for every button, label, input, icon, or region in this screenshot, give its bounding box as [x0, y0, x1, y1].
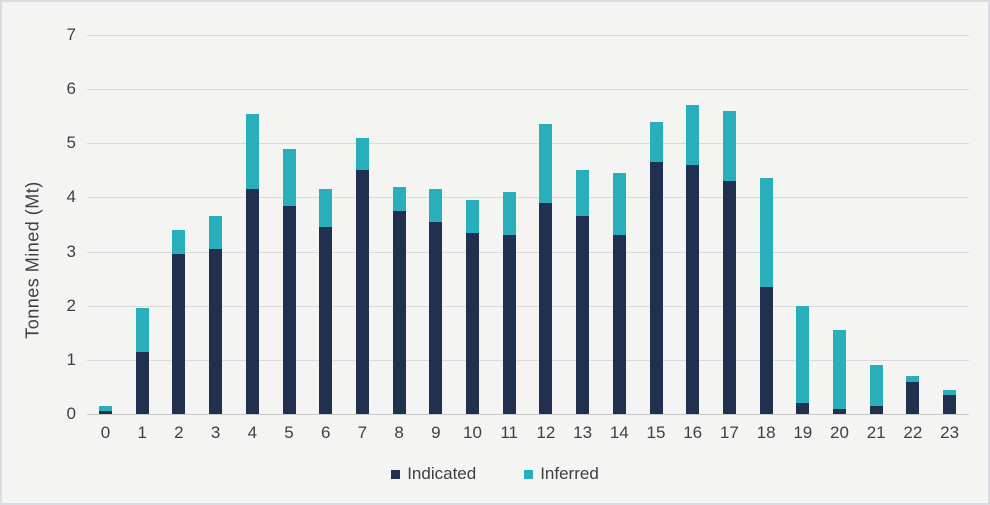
legend-label-indicated: Indicated — [407, 464, 477, 483]
gridline-5 — [87, 143, 969, 145]
bar-14-indicated — [612, 235, 626, 414]
y-tick-label-0: 0 — [66, 404, 76, 423]
x-tick-label-14: 14 — [609, 423, 629, 442]
gridline-0 — [87, 414, 969, 415]
y-tick-label-6: 6 — [66, 79, 76, 99]
bar-17-indicated — [722, 181, 736, 414]
x-tick-label-0: 0 — [100, 423, 111, 442]
x-tick-label-6: 6 — [320, 423, 331, 442]
bar-18-inferred — [759, 178, 773, 287]
y-tick-label-7: 7 — [66, 25, 76, 44]
bar-8-inferred — [392, 186, 406, 211]
bar-18-indicated — [759, 286, 773, 414]
bar-15-inferred — [649, 121, 663, 163]
gridline-2 — [87, 305, 969, 307]
bar-16-inferred — [686, 105, 700, 165]
bar-7-inferred — [355, 137, 369, 171]
bar-23-indicated — [943, 395, 957, 414]
x-tick-label-17: 17 — [719, 423, 739, 442]
bar-10-indicated — [466, 232, 479, 414]
x-tick-label-19: 19 — [793, 423, 813, 442]
x-tick-label-2: 2 — [174, 423, 184, 442]
legend-item-inferred: Inferred — [524, 464, 599, 484]
bar-16-indicated — [686, 164, 700, 414]
x-tick-label-16: 16 — [683, 423, 703, 442]
bar-22-indicated — [906, 381, 920, 414]
bar-4-inferred — [245, 113, 259, 190]
x-tick-label-10: 10 — [463, 423, 482, 442]
bar-19-inferred — [796, 305, 810, 404]
x-tick-label-23: 23 — [940, 423, 960, 442]
gridline-1 — [87, 359, 969, 361]
bar-14-inferred — [612, 173, 626, 236]
bar-19-indicated — [796, 403, 810, 414]
bar-11-indicated — [502, 235, 516, 414]
bar-13-inferred — [576, 170, 590, 217]
bar-21-indicated — [869, 405, 883, 414]
x-tick-label-11: 11 — [500, 423, 519, 442]
y-axis-title: Tonnes Mined (Mt) — [22, 181, 43, 339]
legend-label-inferred: Inferred — [540, 464, 599, 483]
x-tick-label-9: 9 — [431, 423, 441, 442]
indicated-swatch-icon — [391, 469, 401, 479]
gridline-7 — [87, 35, 969, 36]
bar-23-inferred — [943, 389, 957, 396]
y-tick-label-2: 2 — [66, 295, 76, 315]
x-tick-label-7: 7 — [357, 423, 368, 442]
x-tick-label-4: 4 — [247, 423, 258, 442]
x-tick-label-12: 12 — [536, 423, 556, 442]
bar-7-indicated — [355, 170, 369, 414]
x-tick-label-5: 5 — [284, 423, 294, 442]
x-tick-label-1: 1 — [137, 423, 147, 442]
chart-legend: Indicated Inferred — [2, 464, 988, 484]
gridline-6 — [87, 89, 969, 91]
bar-5-indicated — [282, 205, 296, 414]
bar-12-inferred — [539, 124, 553, 203]
bar-13-indicated — [576, 216, 590, 414]
bar-0-inferred — [99, 405, 112, 412]
bar-9-inferred — [429, 189, 443, 222]
y-tick-label-3: 3 — [66, 241, 76, 261]
bar-5-inferred — [282, 148, 296, 206]
bar-11-inferred — [502, 192, 516, 236]
bar-21-inferred — [869, 365, 883, 406]
bar-0-indicated — [99, 411, 112, 414]
bar-2-indicated — [172, 254, 186, 414]
gridline-4 — [87, 197, 969, 199]
gridline-3 — [87, 251, 969, 253]
bar-2-inferred — [172, 229, 186, 255]
y-tick-label-1: 1 — [66, 349, 76, 369]
bar-20-inferred — [833, 330, 846, 409]
x-tick-label-3: 3 — [210, 423, 221, 442]
inferred-swatch-icon — [524, 469, 534, 479]
bar-10-inferred — [466, 200, 479, 233]
bar-6-inferred — [319, 189, 333, 228]
x-tick-label-18: 18 — [756, 423, 776, 442]
bar-12-indicated — [539, 202, 553, 414]
bar-22-inferred — [906, 376, 920, 382]
x-tick-label-15: 15 — [646, 423, 666, 442]
bar-4-indicated — [245, 189, 259, 414]
x-tick-label-22: 22 — [903, 423, 923, 442]
bar-15-indicated — [649, 162, 663, 414]
legend-item-indicated: Indicated — [391, 464, 476, 484]
x-tick-label-13: 13 — [573, 423, 593, 442]
bar-3-inferred — [209, 216, 223, 249]
bar-6-indicated — [319, 227, 333, 414]
x-tick-label-20: 20 — [830, 423, 849, 442]
bar-1-inferred — [135, 308, 149, 352]
y-tick-label-5: 5 — [66, 133, 76, 153]
bar-9-indicated — [429, 221, 443, 414]
bar-1-indicated — [135, 351, 149, 414]
bar-8-indicated — [392, 210, 406, 414]
bar-3-indicated — [209, 248, 223, 414]
bar-20-indicated — [833, 408, 846, 414]
x-tick-label-21: 21 — [866, 423, 886, 442]
bar-17-inferred — [722, 110, 736, 182]
y-tick-label-4: 4 — [66, 187, 76, 207]
x-tick-label-8: 8 — [394, 423, 404, 442]
